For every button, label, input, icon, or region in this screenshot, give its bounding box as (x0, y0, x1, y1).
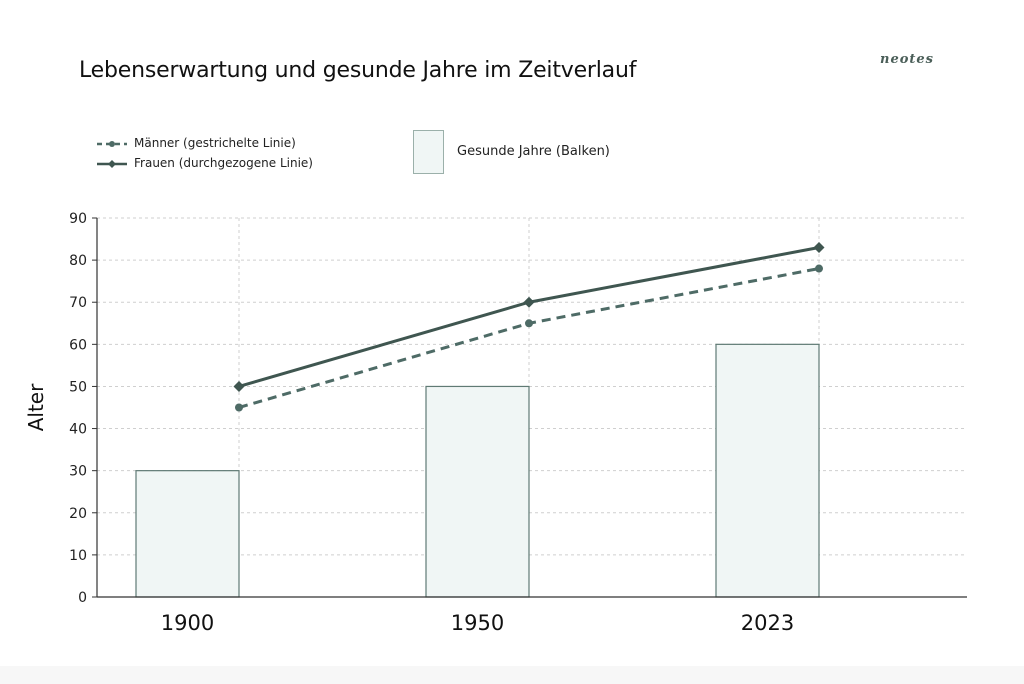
bar-1900 (135, 470, 240, 598)
bottom-strip (0, 666, 1024, 684)
point-men-1950 (525, 319, 533, 328)
y-axis-label: Alter (24, 383, 48, 431)
legend-label-women: Frauen (durchgezogene Linie) (134, 156, 313, 170)
legend-label-men: Männer (gestrichelte Linie) (134, 136, 296, 150)
legend-solid-line-icon (97, 159, 127, 168)
bar-2023 (715, 343, 820, 598)
legend-dashed-line-icon (97, 140, 127, 147)
x-tick-label: 2023 (741, 611, 794, 635)
y-tick-label: 20 (69, 506, 87, 522)
y-tick-label: 40 (69, 422, 87, 438)
y-tick-label: 80 (69, 253, 87, 269)
y-tick-label: 50 (69, 379, 87, 395)
y-tick-label: 90 (69, 211, 87, 227)
y-tick-label: 60 (69, 337, 87, 353)
legend-label-healthy-years: Gesunde Jahre (Balken) (457, 144, 610, 159)
bar-1950 (425, 385, 530, 598)
point-women-1900 (233, 380, 245, 392)
chart-title: Lebenserwartung und gesunde Jahre im Zei… (79, 58, 637, 83)
y-tick-label: 30 (69, 464, 87, 480)
brand-logo: neotes (880, 52, 934, 67)
y-tick-label: 10 (69, 548, 87, 564)
x-tick-label: 1900 (161, 611, 214, 635)
point-women-1950 (523, 296, 535, 308)
x-tick-label: 1950 (451, 611, 504, 635)
legend-item-women: Frauen (durchgezogene Linie) (96, 156, 313, 170)
point-women-2023 (813, 241, 825, 253)
legend-bar-swatch (413, 130, 444, 174)
legend-item-men: Männer (gestrichelte Linie) (96, 136, 296, 150)
point-men-2023 (815, 264, 823, 273)
point-men-1900 (235, 403, 243, 412)
y-tick-label: 70 (69, 295, 87, 311)
y-tick-label: 0 (78, 590, 87, 606)
